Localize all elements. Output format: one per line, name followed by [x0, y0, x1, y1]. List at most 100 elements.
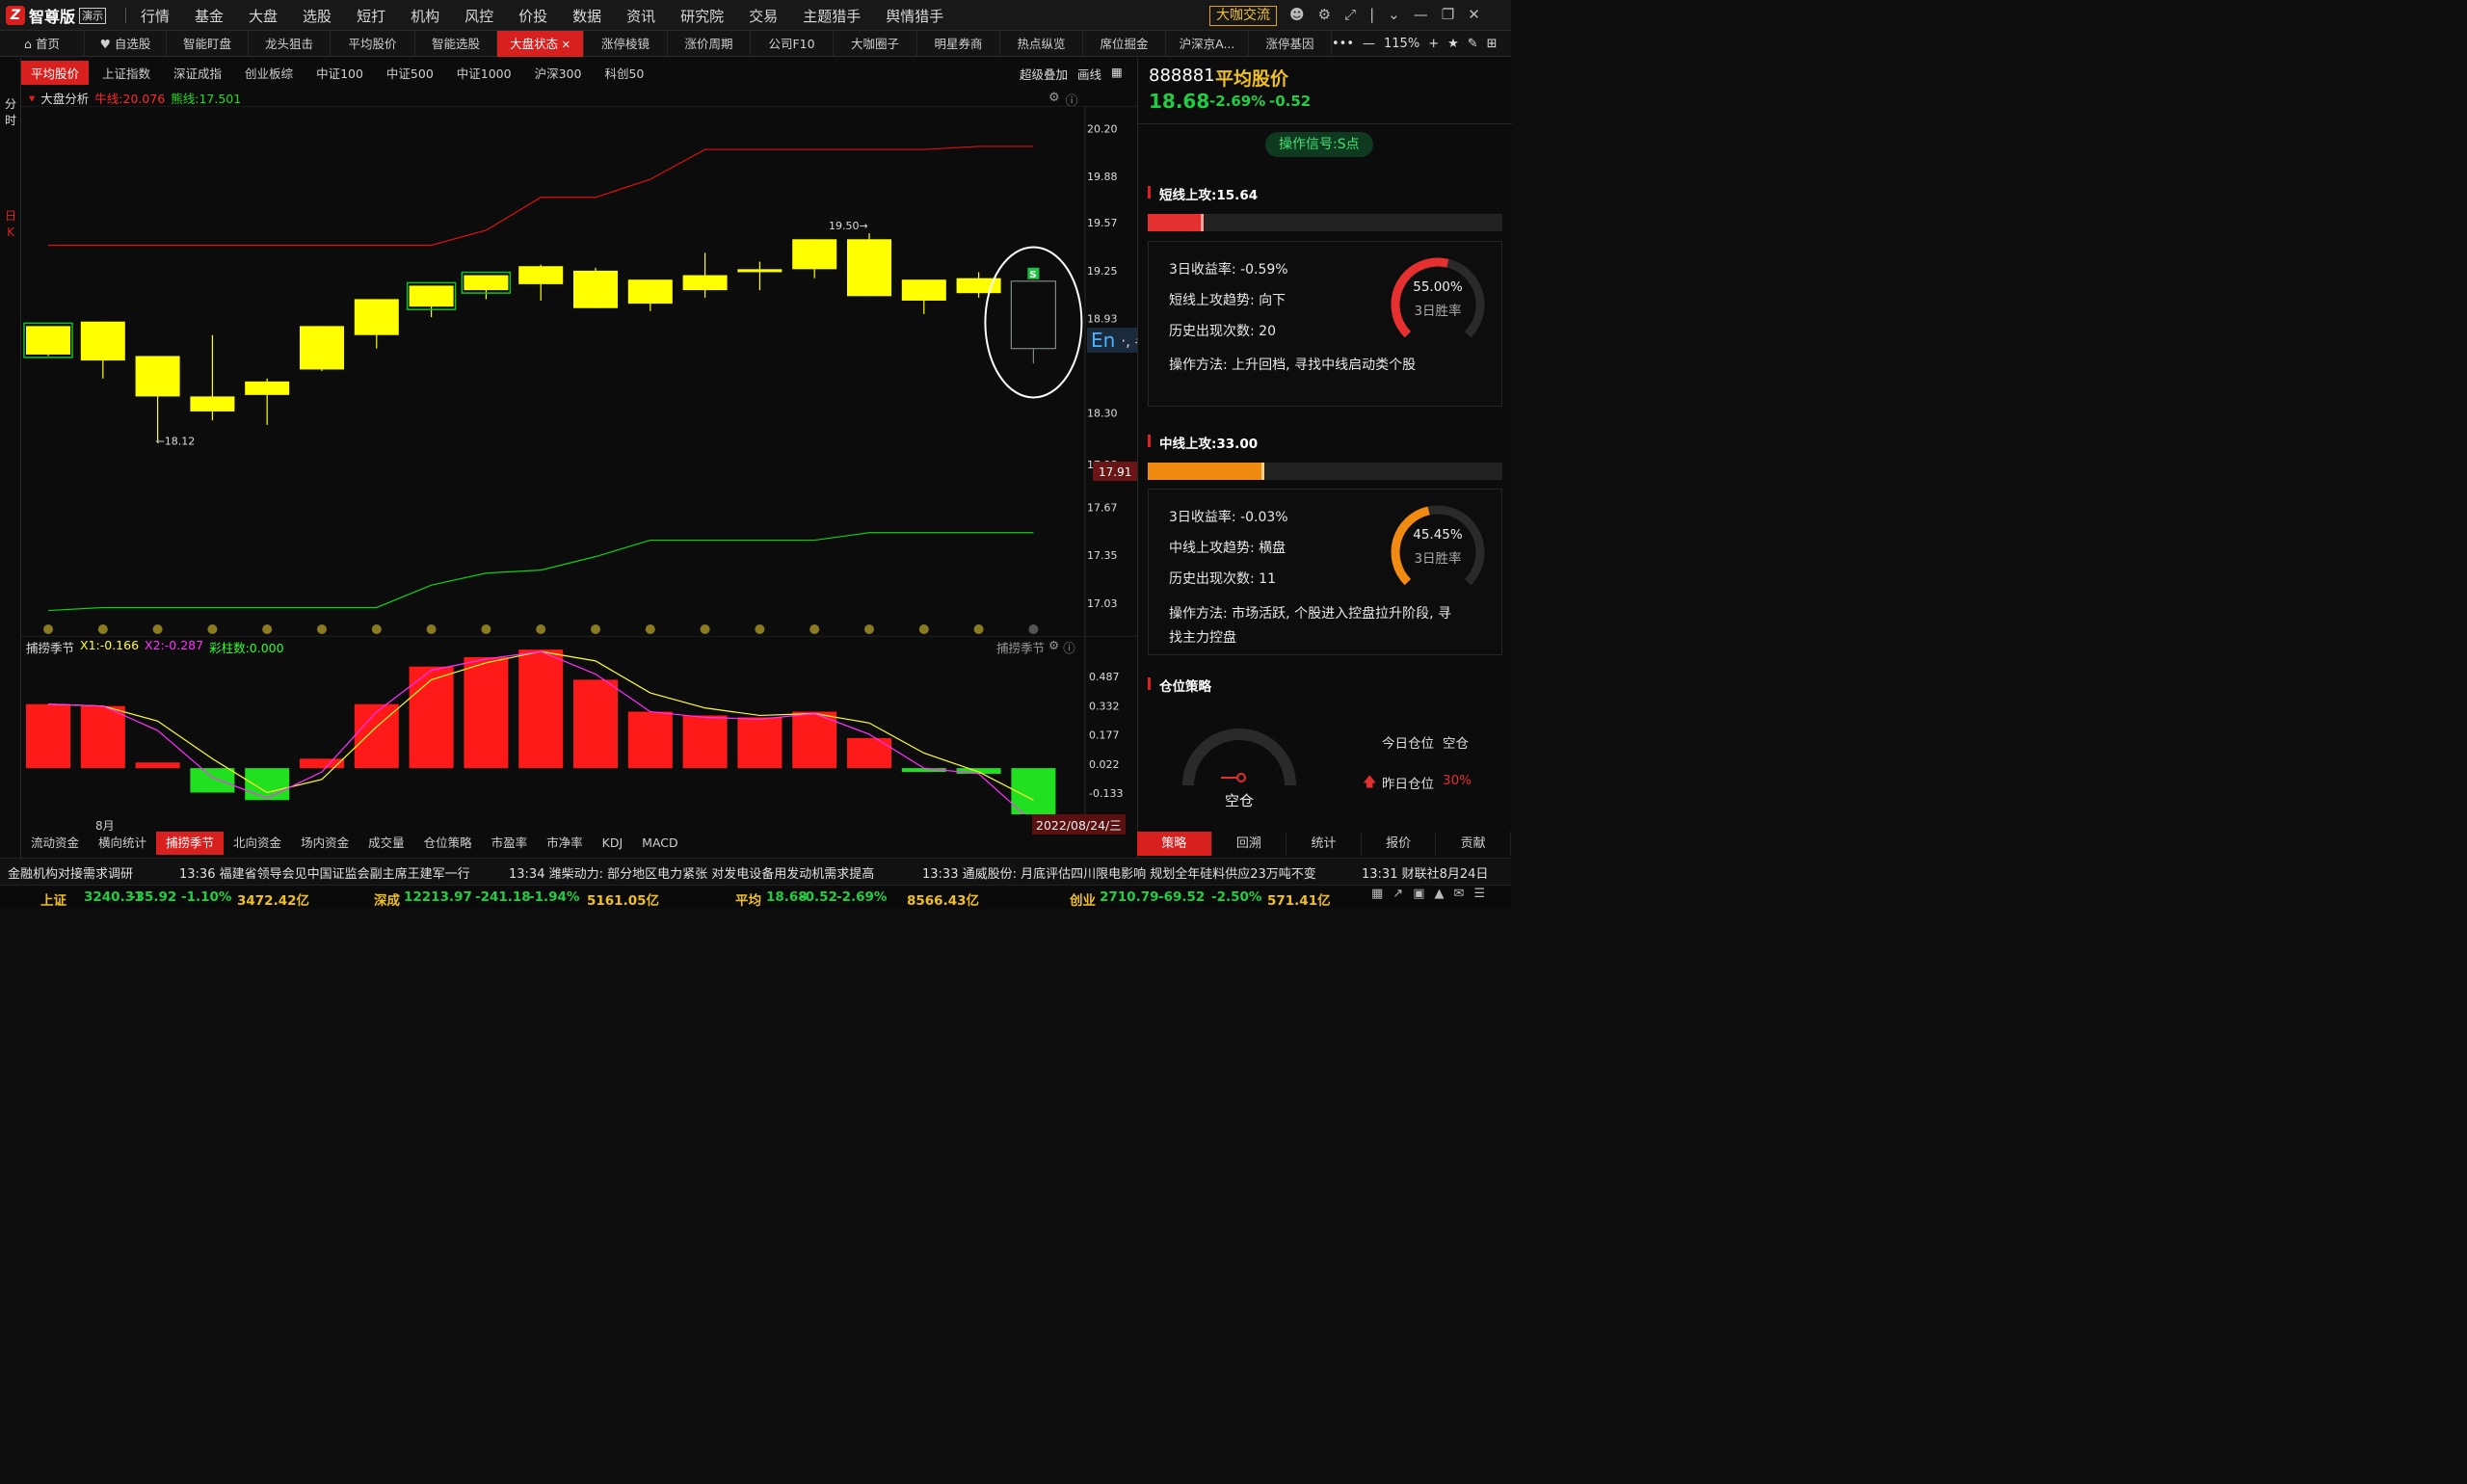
tab-item[interactable]: 公司F10	[751, 31, 834, 57]
tab-item[interactable]: 涨停基因	[1249, 31, 1332, 57]
grid-icon[interactable]: ▦	[1111, 65, 1123, 79]
indicator-bar[interactable]	[1011, 768, 1056, 814]
index-tab[interactable]: 创业板综	[245, 66, 294, 81]
indicator-settings-icon[interactable]: ⚙	[1048, 91, 1060, 105]
close-icon[interactable]: ✕	[1468, 6, 1480, 23]
add-tab-icon[interactable]: ⊞	[1486, 37, 1498, 51]
index-tab[interactable]: 沪深300	[534, 66, 582, 81]
candle[interactable]	[406, 281, 457, 318]
indicator-tab[interactable]: 仓位策略	[423, 835, 472, 850]
candle[interactable]	[573, 267, 618, 308]
indicator-tab[interactable]: 市盈率	[491, 835, 528, 850]
candle[interactable]: S	[984, 246, 1083, 399]
indicator-bar[interactable]	[354, 703, 399, 769]
indicator-bar[interactable]	[300, 758, 344, 769]
indicator-bar[interactable]	[792, 711, 837, 769]
candle[interactable]	[682, 252, 728, 298]
index-name[interactable]: 上证	[40, 893, 66, 909]
tab-item[interactable]: 大盘状态 ✕	[497, 31, 584, 57]
indicator-tab[interactable]: 捕捞季节	[156, 832, 225, 855]
news-item[interactable]: 13:33 通威股份: 月底评估四川限电影响 规划全年硅料供应23万吨不变	[922, 867, 1316, 882]
nav-item[interactable]: 研究院	[680, 7, 725, 25]
tab-item[interactable]: 涨停棱镜	[584, 31, 668, 57]
indicator-tab[interactable]: 北向资金	[233, 835, 282, 850]
index-tab[interactable]: 中证500	[385, 66, 434, 81]
nav-item[interactable]: 交易	[749, 7, 779, 25]
zoom-out-icon[interactable]: —	[1363, 37, 1376, 51]
app-logo[interactable]: Z 智尊版 演示	[6, 5, 107, 26]
candle[interactable]	[300, 326, 344, 371]
tab-item[interactable]: ⌂ 首页	[0, 31, 85, 57]
nav-item[interactable]: 数据	[572, 7, 602, 25]
nav-item[interactable]: 机构	[411, 7, 440, 25]
index-tab[interactable]: 平均股价	[21, 60, 90, 85]
minimize-icon[interactable]: —	[1413, 6, 1428, 23]
indicator-bar[interactable]	[245, 768, 290, 801]
strategy-tab[interactable]: 策略	[1137, 832, 1212, 856]
indicator-tab[interactable]: 成交量	[368, 835, 405, 850]
dropdown-icon[interactable]: ▾	[29, 91, 36, 105]
indicator-bar[interactable]	[409, 666, 454, 769]
calendar-icon[interactable]: ▦	[1371, 887, 1384, 901]
window-icon[interactable]: ▣	[1413, 887, 1425, 901]
news-item[interactable]: 13:36 福建省领导会见中国证监会副主席王建军一行	[179, 867, 470, 882]
index-tab[interactable]: 中证1000	[456, 66, 512, 81]
star-icon[interactable]: ★	[1447, 37, 1459, 51]
candle[interactable]	[627, 279, 673, 311]
indicator-bar[interactable]	[190, 768, 235, 793]
indicator-settings-icon[interactable]: ⚙	[1048, 638, 1060, 652]
nav-item[interactable]: 行情	[141, 7, 171, 25]
candle[interactable]	[461, 271, 512, 300]
pen-icon[interactable]: ✎	[1467, 37, 1478, 51]
bell-icon[interactable]: ✉	[1453, 887, 1465, 901]
news-item[interactable]: 13:34 潍柴动力: 部分地区电力紧张 对发电设备用发动机需求提高	[509, 867, 875, 882]
indicator-bar[interactable]	[627, 711, 673, 769]
index-tab[interactable]: 中证100	[316, 66, 363, 81]
help-icon[interactable]: ⓘ	[1063, 641, 1075, 655]
news-item[interactable]: 金融机构对接需求调研	[8, 867, 134, 882]
candle[interactable]	[737, 261, 783, 291]
index-tab[interactable]: 深证成指	[173, 66, 223, 81]
strategy-tab[interactable]: 统计	[1287, 832, 1362, 856]
indicator-tab[interactable]: 流动资金	[31, 835, 80, 850]
indicator-chart[interactable]: 0.487 0.332 0.177 0.022 -0.133	[21, 636, 1137, 814]
index-tab[interactable]: 上证指数	[102, 66, 151, 81]
indicator-bar[interactable]	[26, 703, 70, 769]
lock-icon[interactable]: ▲	[1434, 887, 1445, 901]
nav-item[interactable]: 价投	[518, 7, 548, 25]
nav-item[interactable]: 选股	[303, 7, 332, 25]
indicator-bar[interactable]	[464, 656, 509, 769]
settings-icon[interactable]: ⚙	[1317, 6, 1332, 23]
tab-item[interactable]: 沪深京A...	[1166, 31, 1249, 57]
tab-item[interactable]: 席位掘金	[1083, 31, 1166, 57]
tab-item[interactable]: ♥ 自选股	[85, 31, 167, 57]
index-name[interactable]: 深成	[374, 893, 400, 909]
candle[interactable]	[80, 321, 125, 379]
chart-icon[interactable]: ↗	[1393, 887, 1404, 901]
strategy-tab[interactable]: 报价	[1362, 832, 1437, 856]
help-icon[interactable]: ⓘ	[1065, 94, 1078, 109]
candle[interactable]	[792, 239, 837, 278]
candle[interactable]	[190, 334, 235, 421]
candle[interactable]	[518, 264, 564, 301]
candle[interactable]	[354, 299, 399, 349]
more-icon[interactable]: •••	[1332, 37, 1355, 51]
indicator-tab[interactable]: KDJ	[601, 835, 623, 850]
candlestick-chart[interactable]: 20.20 19.88 19.57 19.25 18.93 18.30 17.67 17.35…	[21, 106, 1137, 638]
indicator-tab[interactable]: 场内资金	[301, 835, 350, 850]
index-tab[interactable]: 科创50	[604, 66, 645, 81]
tab-item[interactable]: 涨价周期	[668, 31, 751, 57]
index-name[interactable]: 创业	[1070, 893, 1096, 909]
candle[interactable]	[847, 233, 891, 297]
period-fenshi[interactable]: 分时	[4, 97, 16, 127]
tab-item[interactable]: 大咖圈子	[834, 31, 917, 57]
zoom-in-icon[interactable]: +	[1428, 37, 1440, 51]
indicator-bar[interactable]	[573, 679, 618, 769]
nav-item[interactable]: 主题猎手	[803, 7, 862, 25]
news-item[interactable]: 13:31 财联社8月24日	[1362, 867, 1489, 882]
indicator-bar[interactable]	[682, 715, 728, 769]
candle[interactable]	[956, 272, 1001, 298]
draw-line-button[interactable]: 画线	[1077, 67, 1102, 82]
indicator-tab[interactable]: 横向统计	[98, 835, 147, 850]
tab-item[interactable]: 智能盯盘	[167, 31, 249, 57]
